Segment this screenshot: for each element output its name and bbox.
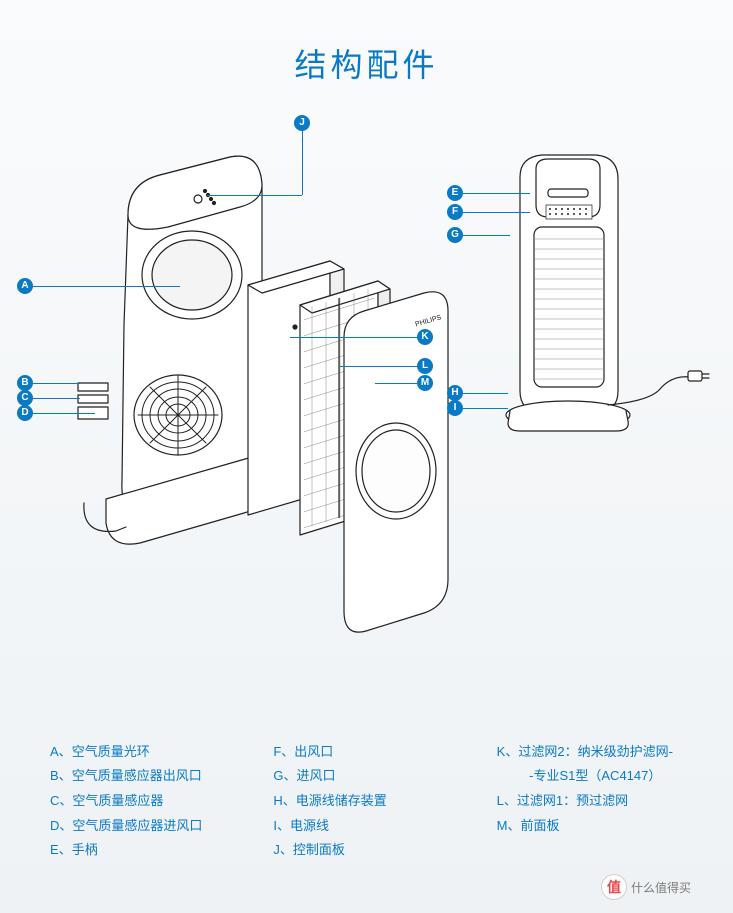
legend-item: F、出风口 bbox=[273, 740, 466, 765]
callout-d: D bbox=[17, 405, 33, 421]
callout-a: A bbox=[17, 278, 33, 294]
legend-item: M、前面板 bbox=[497, 814, 690, 839]
callout-j: J bbox=[294, 115, 310, 131]
callout-k: K bbox=[417, 329, 433, 345]
leader-f bbox=[463, 212, 530, 213]
leader-i bbox=[463, 408, 508, 409]
watermark-badge-icon: 值 bbox=[601, 874, 627, 900]
legend-item: I、电源线 bbox=[273, 814, 466, 839]
legend-col-2: F、出风口 G、进风口 H、电源线储存装置 I、电源线 J、控制面板 bbox=[273, 740, 466, 863]
callout-h: H bbox=[447, 385, 463, 401]
page-title: 结构配件 bbox=[0, 40, 733, 86]
legend-item: H、电源线储存装置 bbox=[273, 789, 466, 814]
leader-c bbox=[33, 398, 80, 399]
legend-item: B、空气质量感应器出风口 bbox=[50, 764, 243, 789]
legend-item: G、进风口 bbox=[273, 764, 466, 789]
diagram-svg: PHILIPS bbox=[0, 105, 733, 715]
callout-m: M bbox=[417, 375, 433, 391]
callout-i: I bbox=[447, 400, 463, 416]
leader-k bbox=[290, 337, 433, 338]
callout-l: L bbox=[417, 358, 433, 374]
leader-h bbox=[463, 393, 508, 394]
legend-item: K、过滤网2：纳米级劲护滤网- bbox=[497, 740, 690, 765]
legend-col-1: A、空气质量光环 B、空气质量感应器出风口 C、空气质量感应器 D、空气质量感应… bbox=[50, 740, 243, 863]
leader-a bbox=[33, 286, 180, 287]
legend-col-3: K、过滤网2：纳米级劲护滤网- -专业S1型（AC4147） L、过滤网1：预过… bbox=[497, 740, 690, 863]
legend-item: J、控制面板 bbox=[273, 838, 466, 863]
callout-b: B bbox=[17, 375, 33, 391]
legend-item: E、手柄 bbox=[50, 838, 243, 863]
legend-item: D、空气质量感应器进风口 bbox=[50, 814, 243, 839]
callout-e: E bbox=[447, 185, 463, 201]
watermark-text: 什么值得买 bbox=[631, 879, 691, 896]
leader-d bbox=[33, 413, 95, 414]
legend: A、空气质量光环 B、空气质量感应器出风口 C、空气质量感应器 D、空气质量感应… bbox=[50, 740, 690, 863]
leader-j bbox=[302, 131, 303, 195]
legend-item: C、空气质量感应器 bbox=[50, 789, 243, 814]
legend-item: L、过滤网1：预过滤网 bbox=[497, 789, 690, 814]
leader-e bbox=[463, 193, 530, 194]
legend-item-sub: -专业S1型（AC4147） bbox=[497, 764, 690, 789]
exploded-diagram: PHILIPS bbox=[0, 105, 733, 715]
leader-g bbox=[463, 235, 510, 236]
watermark: 值 什么值得买 bbox=[601, 873, 721, 901]
leader-b bbox=[33, 383, 80, 384]
callout-g: G bbox=[447, 227, 463, 243]
callout-f: F bbox=[447, 204, 463, 220]
callout-c: C bbox=[17, 390, 33, 406]
legend-item: A、空气质量光环 bbox=[50, 740, 243, 765]
leader-j-h bbox=[207, 195, 302, 196]
